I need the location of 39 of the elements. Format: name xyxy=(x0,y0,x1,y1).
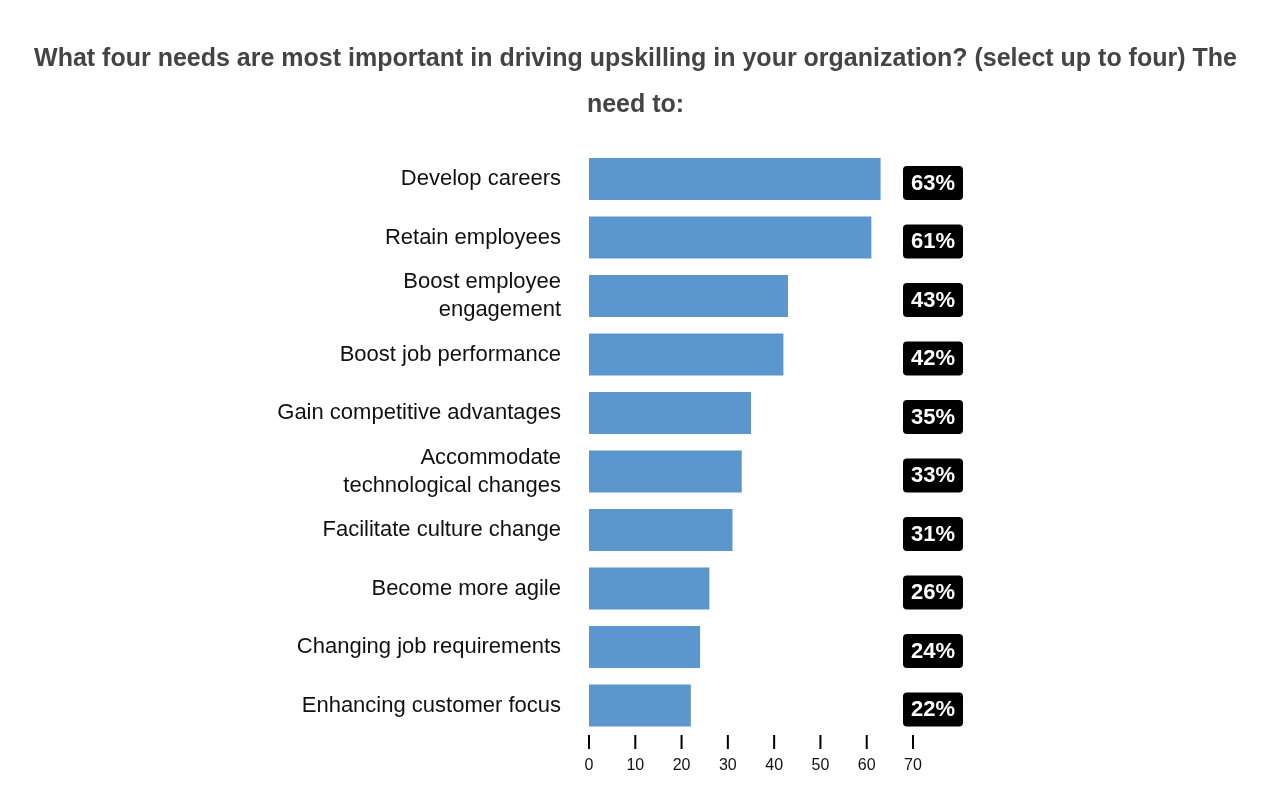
data-label: 61% xyxy=(910,228,956,254)
data-label: 26% xyxy=(910,579,956,605)
x-tick-label: 50 xyxy=(811,756,830,774)
y-tick-label: Accommodate technological changes xyxy=(343,443,561,497)
y-tick-label: Boost employee engagement xyxy=(403,268,561,322)
bar xyxy=(589,392,751,434)
bar xyxy=(589,626,701,668)
x-tick-label: 60 xyxy=(857,756,876,774)
y-tick-label: Retain employees xyxy=(384,223,561,249)
data-label: 31% xyxy=(910,520,956,546)
bar xyxy=(589,509,733,551)
data-label: 35% xyxy=(910,403,956,429)
bar xyxy=(589,275,789,317)
bar xyxy=(589,450,742,493)
y-tick-label: Changing job requirements xyxy=(296,633,561,659)
x-tick-label: 0 xyxy=(584,756,594,774)
data-label: 24% xyxy=(910,637,956,663)
x-tick-label: 20 xyxy=(672,756,691,774)
y-tick-label: Enhancing customer focus xyxy=(301,691,561,717)
data-label: 33% xyxy=(910,462,956,488)
x-tick-label: 10 xyxy=(626,756,645,774)
data-label: 63% xyxy=(910,169,956,195)
data-label: 43% xyxy=(910,286,956,312)
x-tick-label: 40 xyxy=(765,756,784,774)
y-tick-label: Facilitate culture change xyxy=(322,516,561,542)
bar xyxy=(589,216,872,259)
bar xyxy=(589,333,784,376)
x-tick-label: 30 xyxy=(718,756,737,774)
bar xyxy=(589,567,710,610)
y-tick-label: Develop careers xyxy=(400,165,561,191)
y-tick-label: Become more agile xyxy=(371,574,561,600)
x-tick-label: 70 xyxy=(904,756,922,774)
data-label: 22% xyxy=(910,696,956,722)
bar xyxy=(589,158,881,200)
y-tick-label: Boost job performance xyxy=(339,340,561,366)
data-label: 42% xyxy=(910,345,956,371)
y-tick-label: Gain competitive advantages xyxy=(277,399,561,425)
chart-title: What four needs are most important in driving upskilling in your organization? (select up to four) The need to: xyxy=(33,42,1238,119)
bar xyxy=(589,684,691,727)
